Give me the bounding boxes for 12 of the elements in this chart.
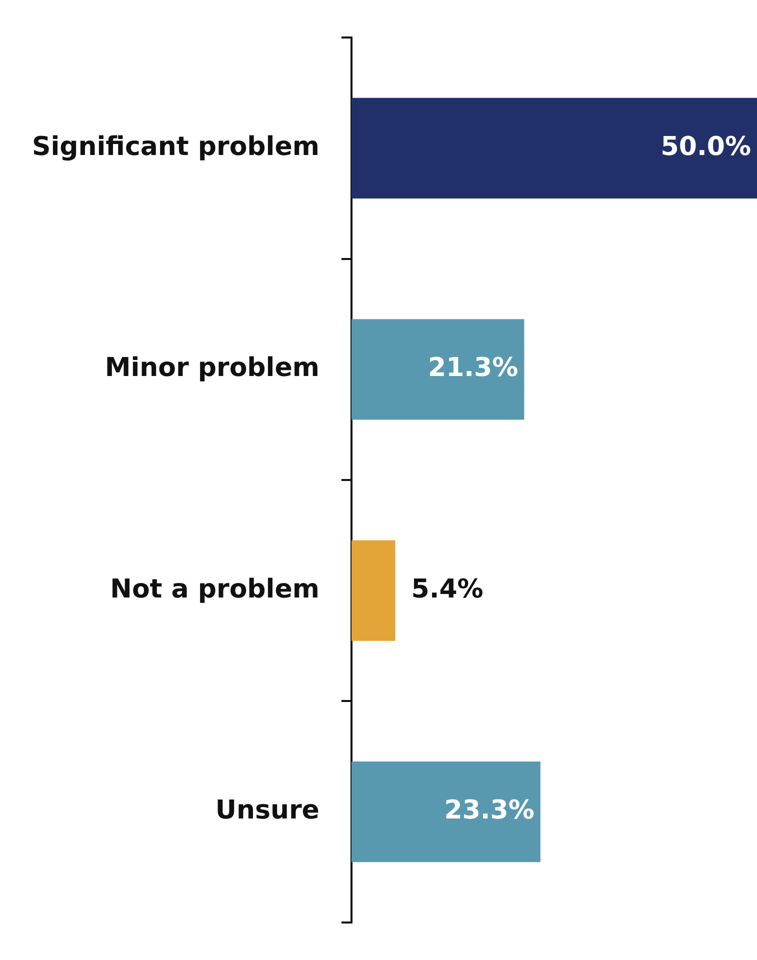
data-label: 21.3% [428, 353, 518, 384]
y-tick-label: Significant problem [32, 132, 320, 162]
y-tick-label: Not a problem [110, 574, 320, 604]
bar [351, 540, 396, 641]
data-label: 23.3% [444, 796, 534, 826]
data-label: 50.0% [660, 132, 751, 162]
bar [351, 761, 540, 862]
data-label: 5.4% [411, 574, 484, 604]
bar [351, 319, 524, 420]
bar [351, 98, 757, 199]
y-tick-label: Minor problem [104, 353, 320, 384]
y-tick-label: Unsure [215, 796, 320, 826]
